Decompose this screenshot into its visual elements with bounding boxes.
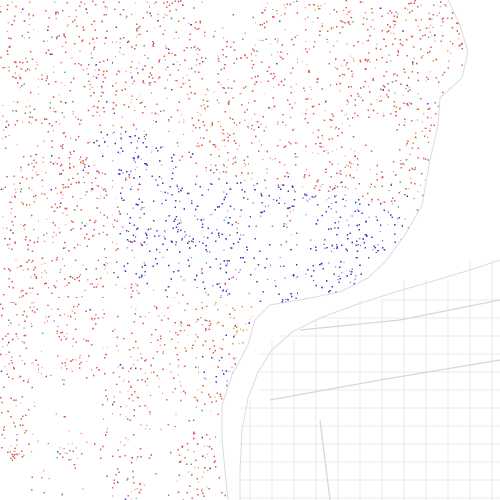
river-shoreline-east — [239, 259, 500, 500]
river-shoreline-west — [221, 0, 469, 500]
detroit-river — [222, 0, 500, 500]
windsor-road-grid — [240, 260, 500, 500]
